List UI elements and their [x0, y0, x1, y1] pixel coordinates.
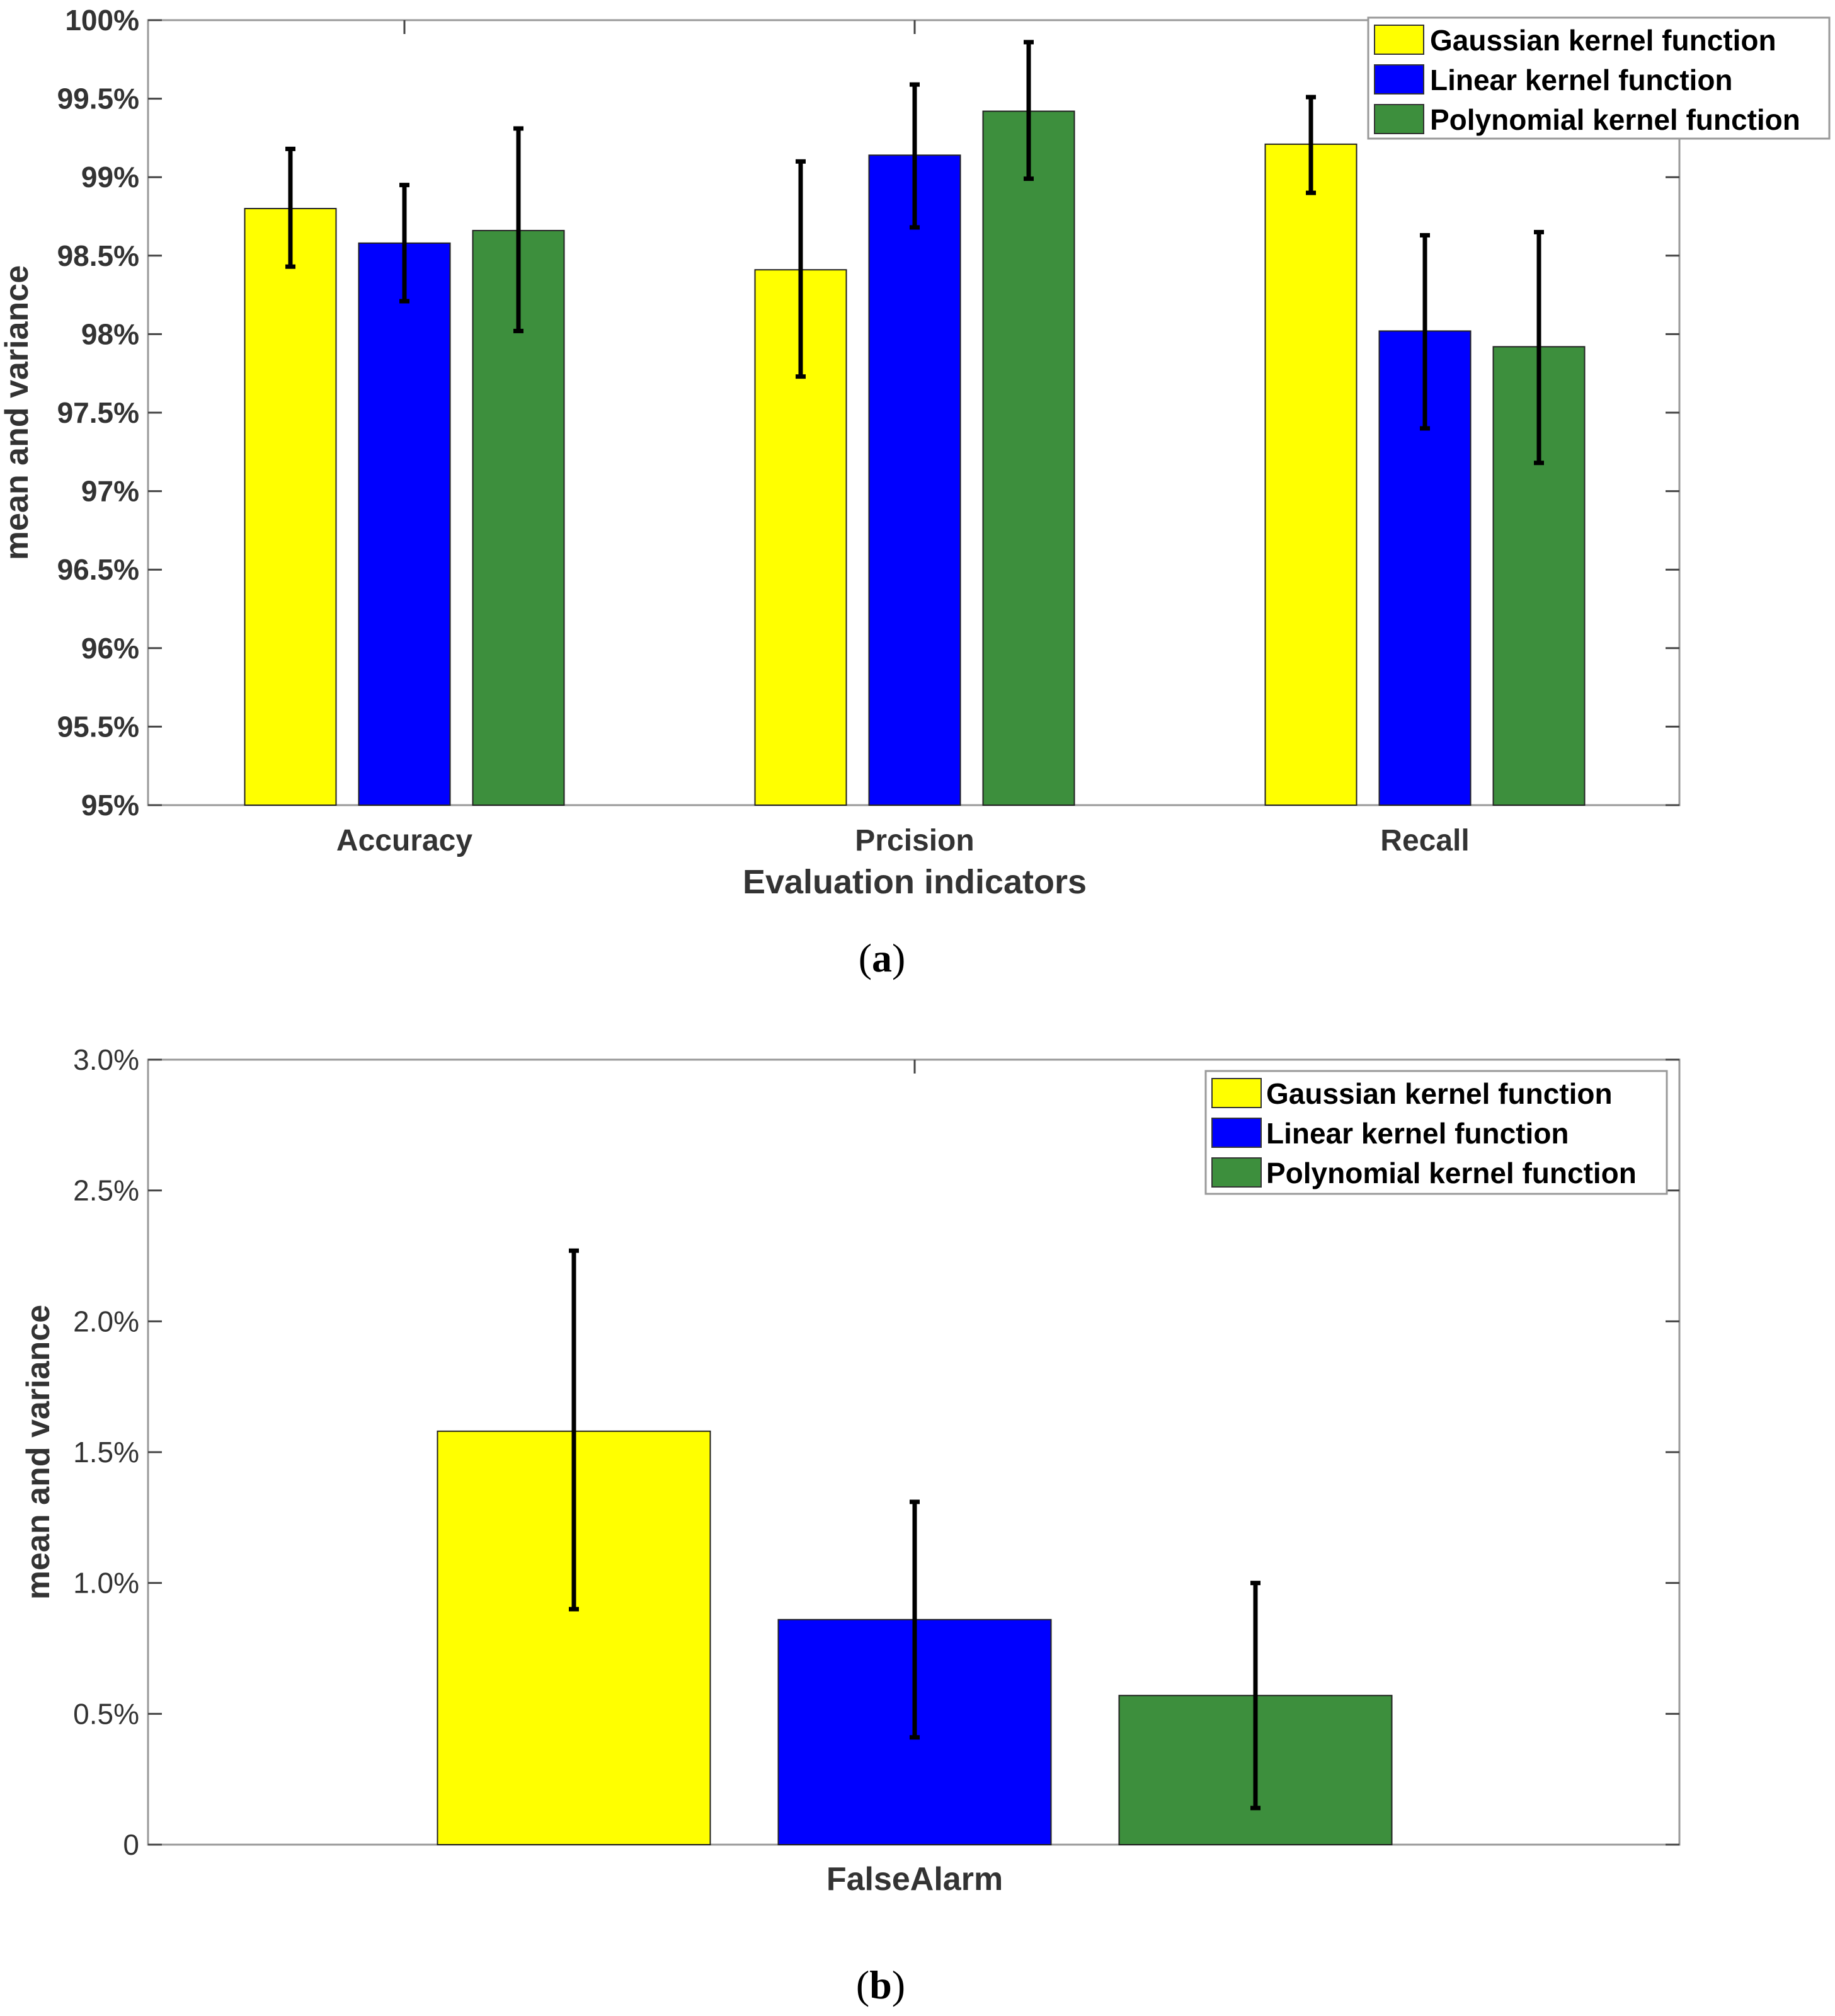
- y-tick-label: 0.5%: [73, 1697, 139, 1730]
- chart-a-legend: Gaussian kernel function Linear kernel f…: [1367, 16, 1831, 140]
- chart-a: 95% 95.5% 96% 96.5% 97% 97.5% 98% 98.5% 99% 99.5%…: [0, 4, 1831, 980]
- legend-label-gaussian: Gaussian kernel function: [1430, 24, 1776, 57]
- x-tick-label-accuracy: Accuracy: [336, 824, 472, 857]
- y-tick-label: 2.5%: [73, 1174, 139, 1207]
- chart-b-caption-letter: b: [869, 1962, 892, 2007]
- bar-linear-kernel-function-prcision: [868, 154, 961, 806]
- y-tick-label: 98.5%: [57, 239, 139, 272]
- chart-a-error-bars: [285, 40, 1544, 466]
- chart-b: 0 0.5% 1.0% 1.5% 2.0% 2.5% 3.0% FalseAlarm mea…: [20, 1043, 1681, 2007]
- chart-b-y-axis-label: mean and variance: [20, 1305, 57, 1600]
- y-tick-label: 0: [123, 1828, 139, 1861]
- chart-a-bars: [244, 110, 1586, 806]
- bar-gaussian-kernel-function-recall: [1264, 143, 1358, 806]
- y-tick-label: 98%: [81, 318, 139, 350]
- y-tick-label: 97.5%: [57, 396, 139, 429]
- y-tick-label: 96.5%: [57, 553, 139, 586]
- x-tick-label-falsealarm: FalseAlarm: [826, 1861, 1003, 1898]
- y-tick-label: 2.0%: [73, 1305, 139, 1337]
- chart-b-legend-box: [1204, 1070, 1668, 1195]
- legend-swatch-linear: [1211, 1118, 1262, 1148]
- chart-a-y-ticks: 95% 95.5% 96% 96.5% 97% 97.5% 98% 98.5% 99% 99.5%…: [57, 4, 1679, 822]
- y-tick-label: 95.5%: [57, 710, 139, 743]
- legend-label-polynomial: Polynomial kernel function: [1266, 1157, 1637, 1189]
- chart-a-caption-letter: a: [872, 936, 892, 980]
- chart-a-x-axis-label: Evaluation indicators: [743, 863, 1087, 901]
- chart-a-y-axis-label: mean and variance: [0, 265, 35, 560]
- chart-a-legend-box: [1367, 16, 1831, 140]
- legend-swatch-polynomial: [1211, 1157, 1262, 1188]
- x-tick-label-recall: Recall: [1380, 824, 1469, 857]
- legend-label-polynomial: Polynomial kernel function: [1430, 103, 1800, 136]
- y-tick-label: 1.0%: [73, 1567, 139, 1600]
- bar-linear-kernel-function-accuracy: [358, 242, 451, 806]
- legend-label-linear: Linear kernel function: [1266, 1117, 1569, 1150]
- chart-b-y-ticks: 0 0.5% 1.0% 1.5% 2.0% 2.5% 3.0%: [73, 1043, 1679, 1861]
- legend-swatch-gaussian: [1211, 1078, 1262, 1108]
- x-tick-label-prcision: Prcision: [855, 824, 974, 857]
- y-tick-label: 97%: [81, 475, 139, 508]
- legend-swatch-linear: [1374, 64, 1424, 94]
- chart-b-legend: Gaussian kernel function Linear kernel f…: [1204, 1070, 1668, 1195]
- y-tick-label: 96%: [81, 632, 139, 665]
- chart-b-caption: (b): [856, 1962, 905, 2007]
- legend-swatch-polynomial: [1374, 104, 1424, 134]
- y-tick-label: 100%: [65, 4, 139, 37]
- y-tick-label: 95%: [81, 789, 139, 822]
- bar-polynomial-kernel-function-prcision: [982, 110, 1075, 806]
- y-tick-label: 3.0%: [73, 1043, 139, 1076]
- y-tick-label: 1.5%: [73, 1436, 139, 1469]
- bar-gaussian-kernel-function-accuracy: [244, 208, 337, 806]
- y-tick-label: 99.5%: [57, 83, 139, 115]
- legend-label-gaussian: Gaussian kernel function: [1266, 1077, 1613, 1110]
- chart-a-x-ticks: Accuracy Prcision Recall: [336, 20, 1470, 857]
- y-tick-label: 99%: [81, 161, 139, 193]
- chart-a-caption: (a): [859, 936, 906, 980]
- legend-swatch-gaussian: [1374, 25, 1424, 55]
- chart-b-x-ticks: FalseAlarm: [826, 1060, 1003, 1898]
- legend-label-linear: Linear kernel function: [1430, 64, 1733, 96]
- chart-b-error-bars: [569, 1248, 1260, 1811]
